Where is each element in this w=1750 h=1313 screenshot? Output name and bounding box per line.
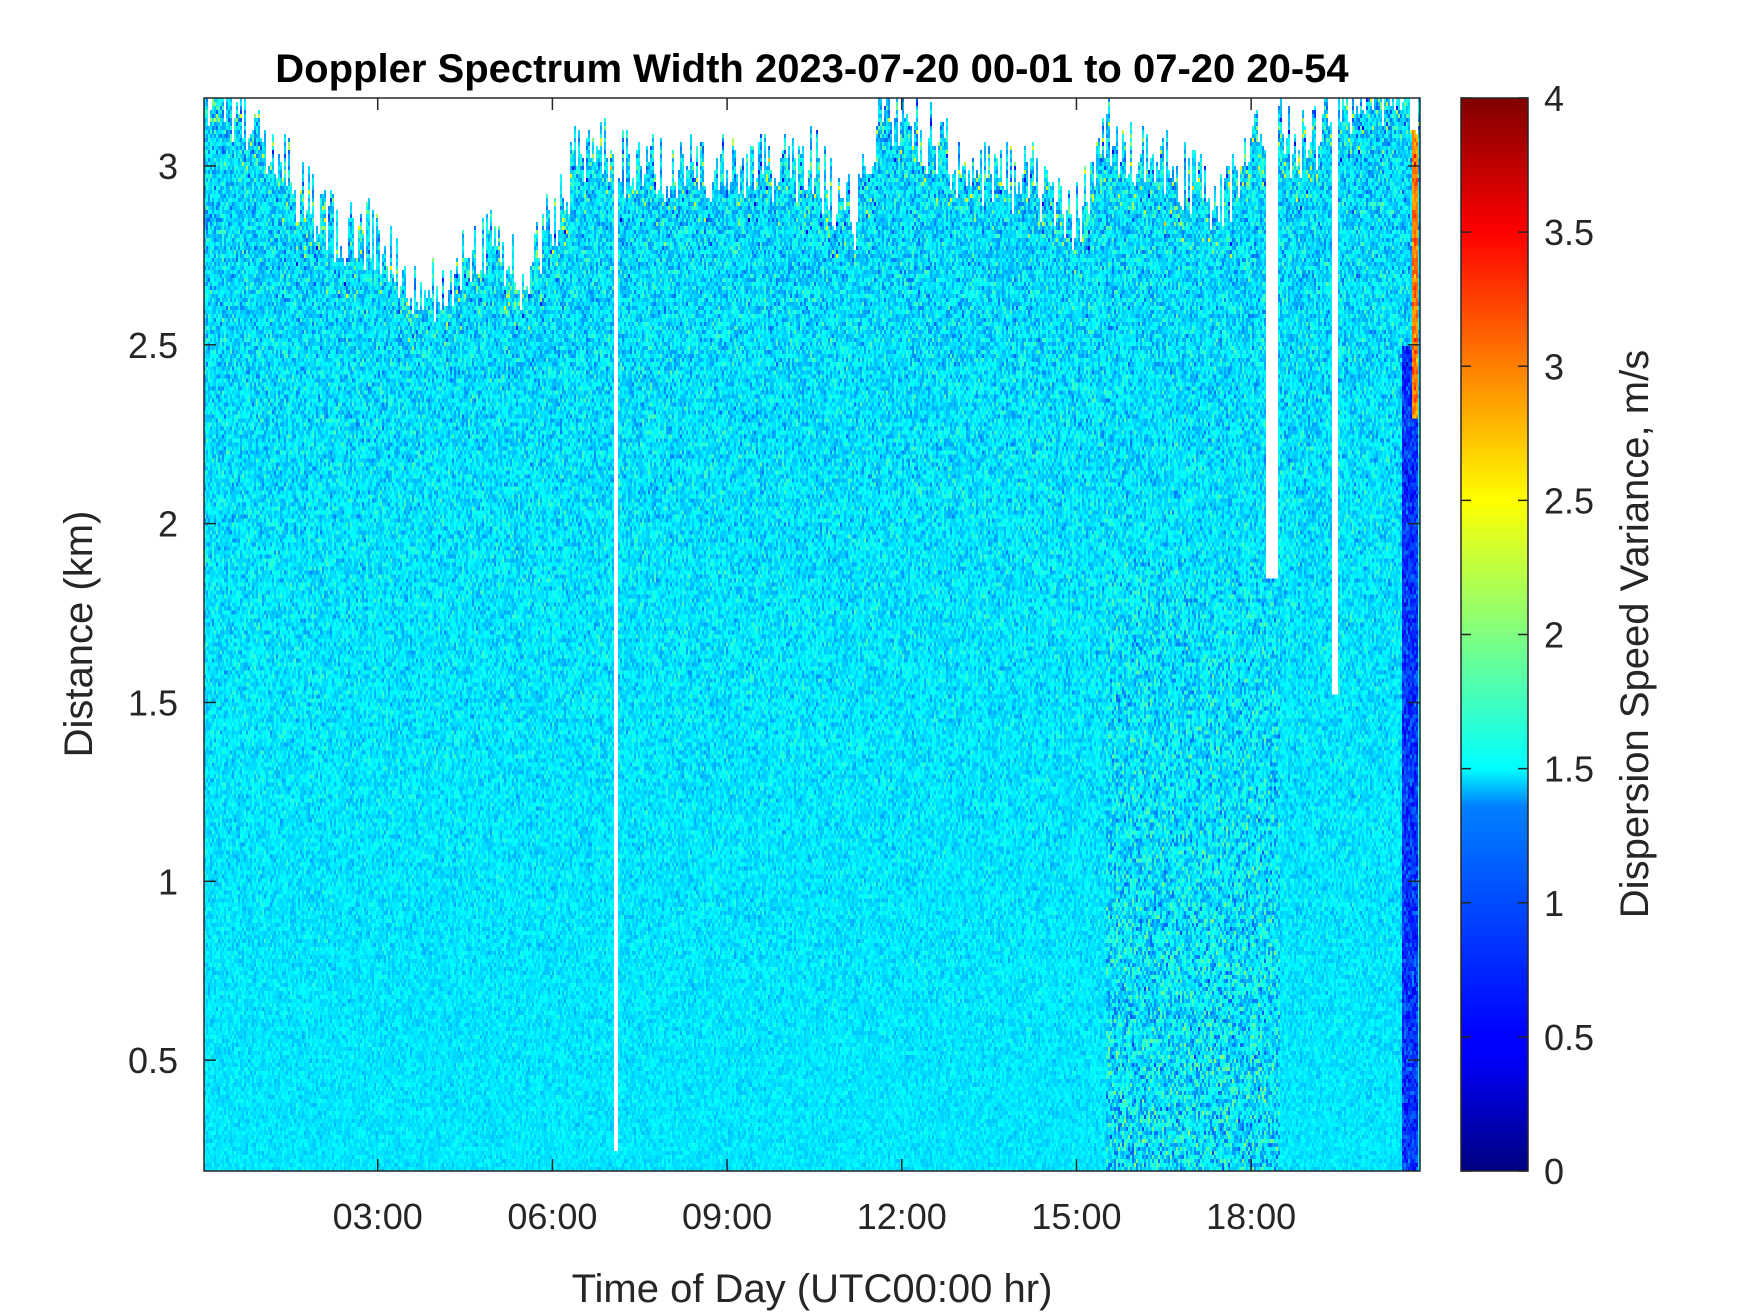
- colorbar-axis: 0 0.5 1 1.5 2 2.5 3 3.5 4: [1461, 78, 1594, 1192]
- y-tick-label: 1: [158, 861, 178, 902]
- colorbar-tick-label: 4: [1544, 78, 1564, 119]
- y-axis-label: Distance (km): [57, 511, 101, 758]
- colorbar-tick-label: 0.5: [1544, 1017, 1594, 1058]
- colorbar-tick-label: 0: [1544, 1151, 1564, 1192]
- x-axis-label: Time of Day (UTC00:00 hr): [572, 1267, 1053, 1311]
- x-tick-label: 03:00: [333, 1196, 423, 1237]
- colorbar-label: Dispersion Speed Variance, m/s: [1613, 350, 1657, 918]
- colorbar: [1460, 97, 1529, 1172]
- colorbar-tick-label: 2.5: [1544, 480, 1594, 521]
- colorbar-tick-label: 3.5: [1544, 212, 1594, 253]
- y-tick-label: 3: [158, 146, 178, 187]
- x-tick-label: 09:00: [682, 1196, 772, 1237]
- plot-frame: [203, 97, 1421, 1172]
- y-axis: 0.5 1 1.5 2 2.5 3: [128, 146, 1420, 1081]
- x-tick-label: 06:00: [507, 1196, 597, 1237]
- x-axis: 03:00 06:00 09:00 12:00 15:00 18:00: [333, 98, 1296, 1237]
- colorbar-tick-label: 1: [1544, 883, 1564, 924]
- colorbar-tick-label: 2: [1544, 615, 1564, 656]
- colorbar-tick-label: 1.5: [1544, 749, 1594, 790]
- heatmap-image: [204, 98, 1420, 1171]
- y-tick-label: 1.5: [128, 682, 178, 723]
- colorbar-tick-label: 3: [1544, 346, 1564, 387]
- x-tick-label: 18:00: [1206, 1196, 1296, 1237]
- y-tick-label: 2.5: [128, 325, 178, 366]
- y-tick-label: 2: [158, 504, 178, 545]
- x-tick-label: 15:00: [1031, 1196, 1121, 1237]
- y-tick-label: 0.5: [128, 1040, 178, 1081]
- x-tick-label: 12:00: [857, 1196, 947, 1237]
- chart-title: Doppler Spectrum Width 2023-07-20 00-01 …: [275, 47, 1349, 91]
